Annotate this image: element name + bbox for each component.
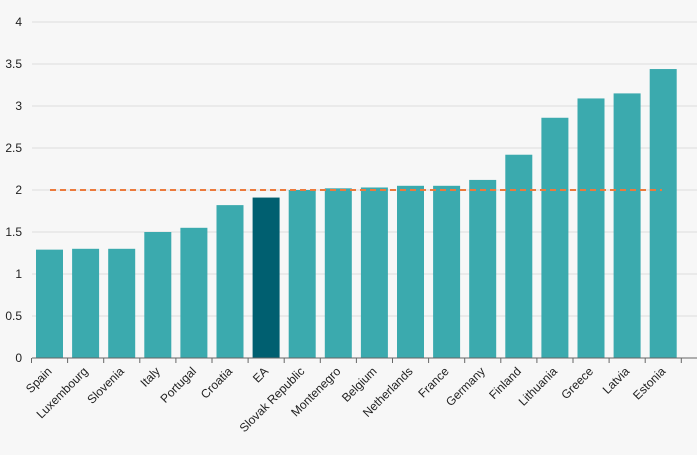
x-tick-label: Spain <box>23 364 55 396</box>
bar-spain <box>36 249 63 358</box>
x-tick-label: Italy <box>137 364 162 389</box>
bar-belgium <box>360 187 388 358</box>
bar-ea <box>252 197 280 358</box>
y-tick-label: 0 <box>15 351 22 365</box>
x-axis <box>31 357 697 363</box>
x-tick-label: Portugal <box>158 364 200 406</box>
bar-portugal <box>180 227 208 358</box>
bar-netherlands <box>397 185 424 358</box>
y-tick-label: 2 <box>15 183 22 197</box>
bar-germany <box>469 179 497 358</box>
bar-france <box>433 185 461 358</box>
x-tick-label: Latvia <box>600 364 633 397</box>
x-tick-label: Slovenia <box>84 364 127 407</box>
x-tick-label: Lithuania <box>516 364 561 409</box>
y-tick-label: 2.5 <box>5 141 22 155</box>
x-tick-label: EA <box>250 364 271 385</box>
x-tick-label: Croatia <box>198 364 235 401</box>
y-tick-label: 1.5 <box>5 225 22 239</box>
x-tick-label: Greece <box>558 364 596 402</box>
y-tick-label: 4 <box>15 15 22 29</box>
bar-greece <box>577 98 605 358</box>
y-tick-label: 1 <box>15 267 22 281</box>
bar-croatia <box>216 205 244 358</box>
y-tick-label: 0.5 <box>5 309 22 323</box>
bar-lithuania <box>541 117 569 358</box>
bar-finland <box>505 154 533 358</box>
x-tick-label: Estonia <box>630 364 668 402</box>
bars <box>36 69 677 359</box>
y-axis-ticks: 0 0.5 1 1.5 2 2.5 3 3.5 4 <box>5 15 22 365</box>
bar-latvia <box>613 93 641 359</box>
bar-montenegro <box>324 188 352 358</box>
y-tick-label: 3.5 <box>5 57 22 71</box>
bar-luxembourg <box>72 248 100 358</box>
x-tick-label: Germany <box>443 364 488 409</box>
bar-estonia <box>649 69 677 358</box>
y-tick-label: 3 <box>15 99 22 113</box>
bar-italy <box>144 232 172 358</box>
bar-slovak-republic <box>288 190 316 358</box>
bar-slovenia <box>108 248 136 358</box>
x-tick-label: Slovak Republic <box>237 364 308 435</box>
